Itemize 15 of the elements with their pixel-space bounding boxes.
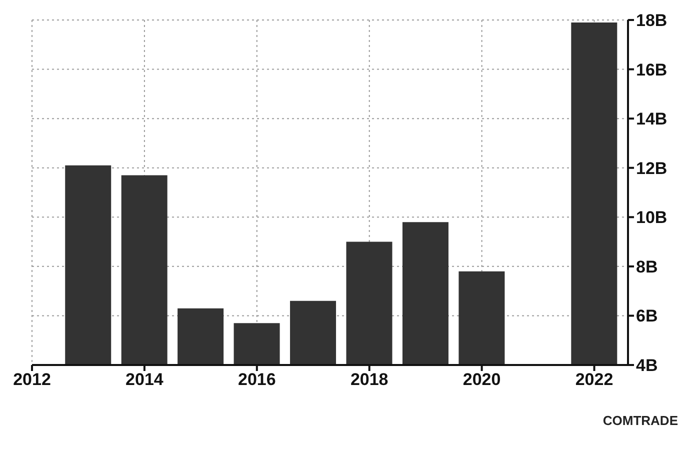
x-tick-label: 2020 xyxy=(462,370,501,390)
y-tick-label: 18B xyxy=(636,11,668,30)
y-tick-label: 6B xyxy=(636,306,658,326)
y-tick-label: 12B xyxy=(636,158,668,178)
x-tick-label: 2014 xyxy=(126,370,164,390)
x-tick-label: 2016 xyxy=(238,370,276,390)
y-tick-label: 4B xyxy=(636,356,658,376)
x-tick-label: 2018 xyxy=(350,370,388,390)
y-tick-label: 10B xyxy=(636,208,668,228)
y-tick-label: 14B xyxy=(636,110,668,129)
x-tick-label: 2022 xyxy=(575,370,614,390)
y-tick-label: 8B xyxy=(636,257,658,276)
y-tick-label: 16B xyxy=(636,60,668,80)
text: COMTRADE xyxy=(602,413,678,428)
x-tick-label: 2012 xyxy=(13,370,51,390)
